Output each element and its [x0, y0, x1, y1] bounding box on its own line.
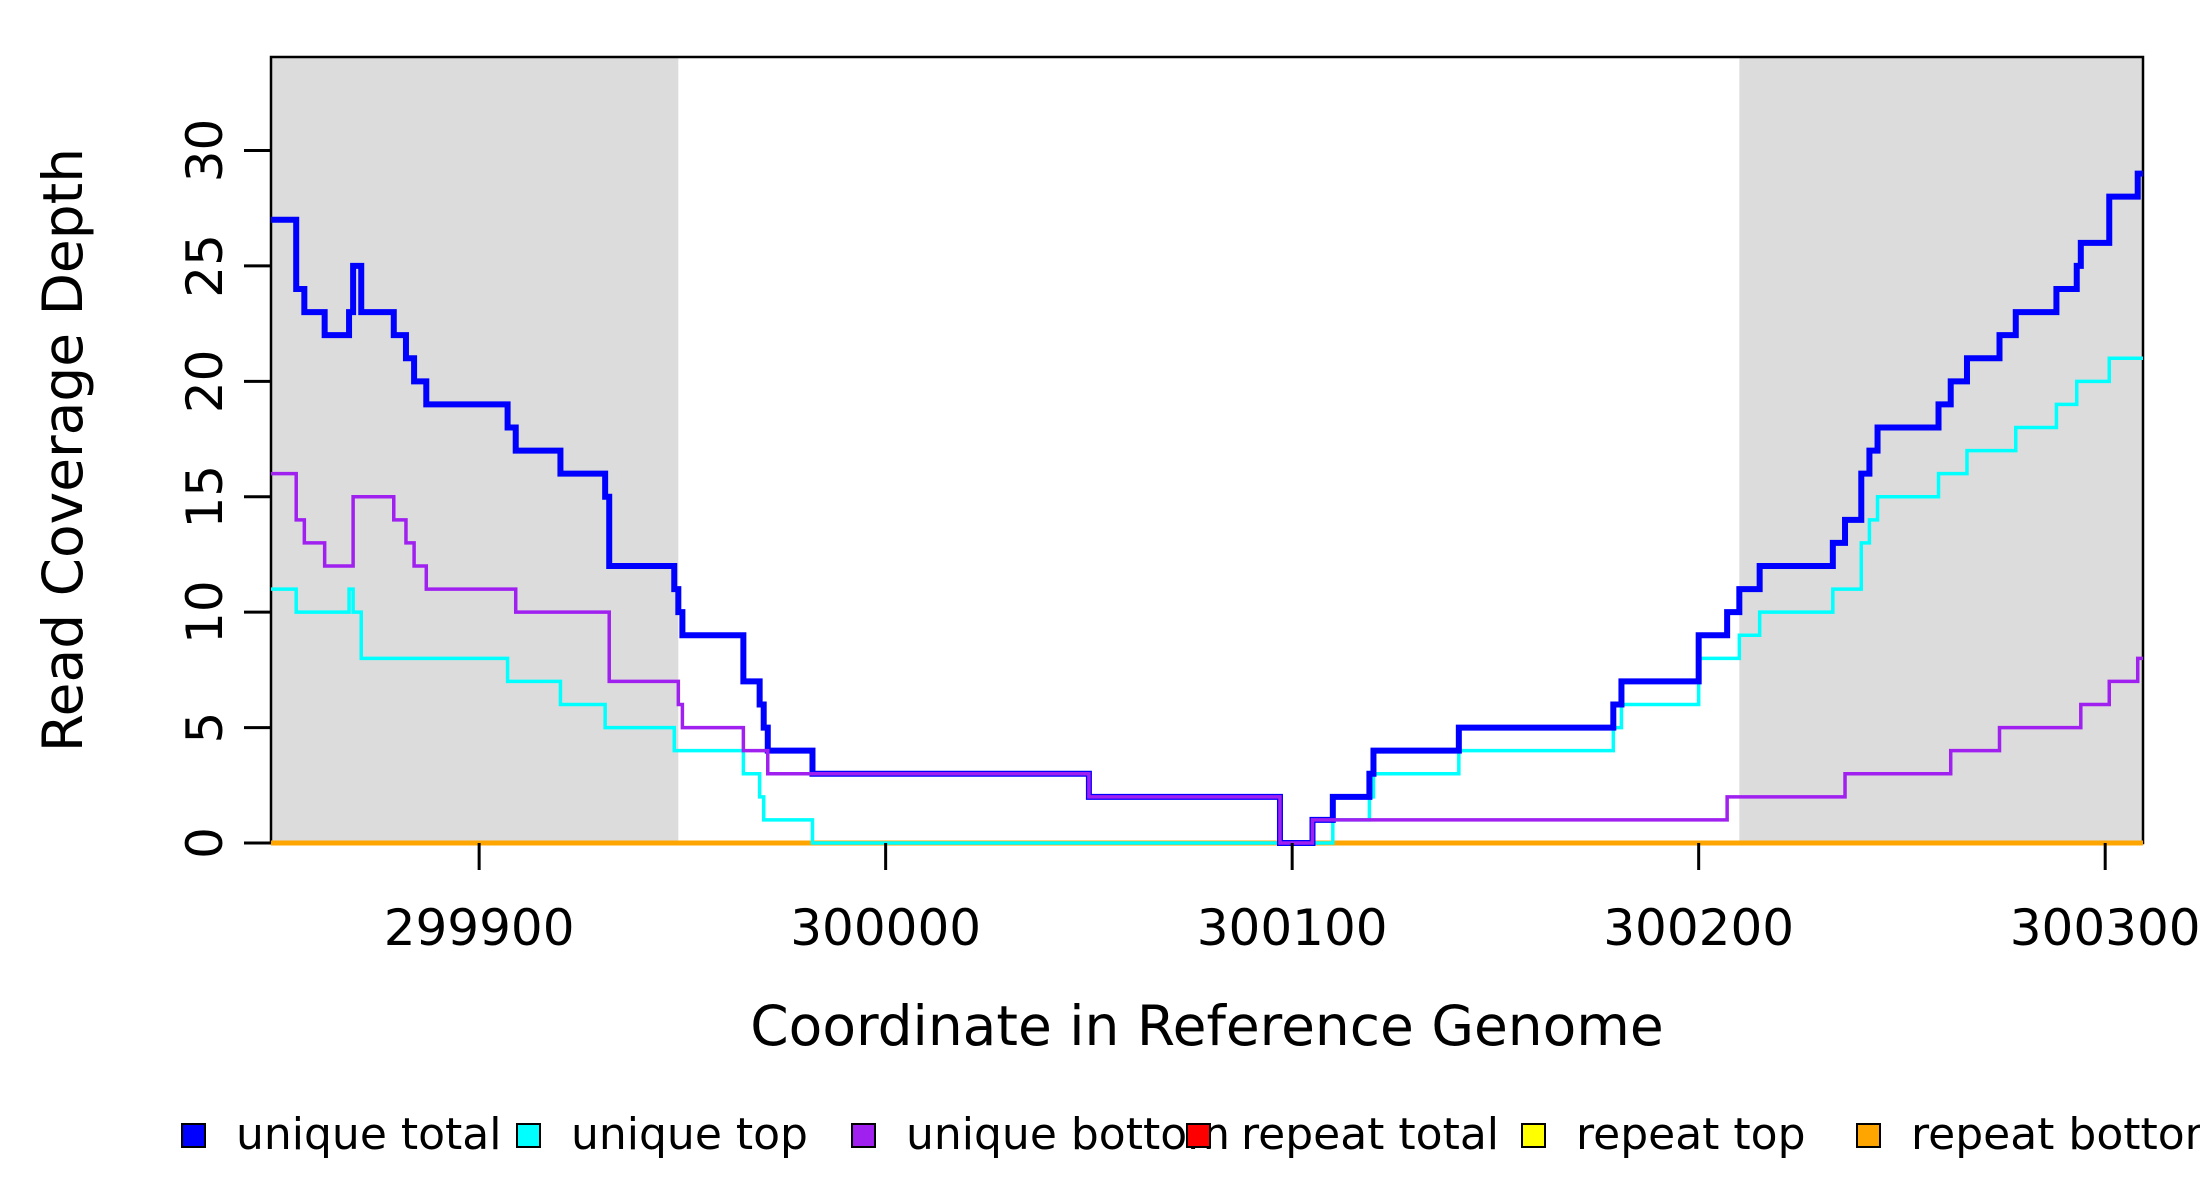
legend-label: repeat bottom: [1911, 1109, 2200, 1160]
x-tick-label: 300000: [790, 899, 981, 957]
legend-item-unique-total: unique total: [181, 1113, 501, 1157]
legend-label: unique top: [571, 1109, 808, 1160]
chart-legend: unique total unique top unique bottom repea…: [0, 1113, 2200, 1178]
shaded-region: [271, 57, 679, 843]
y-tick-label: 20: [176, 350, 234, 414]
x-axis-title: Coordinate in Reference Genome: [750, 994, 1663, 1058]
y-tick-label: 30: [176, 119, 234, 183]
legend-item-unique-bottom: unique bottom: [851, 1113, 1230, 1157]
legend-swatch-repeat-total: [1186, 1122, 1211, 1148]
series-lines: [271, 170, 2143, 846]
y-tick-label: 15: [176, 465, 234, 529]
y-tick-label: 25: [176, 234, 234, 298]
legend-swatch-repeat-top: [1521, 1122, 1546, 1148]
x-tick-label: 300100: [1197, 899, 1388, 957]
legend-item-unique-top: unique top: [516, 1113, 808, 1157]
y-axis-title: Read Coverage Depth: [31, 148, 95, 752]
axis-ticks: [244, 148, 2107, 870]
legend-swatch-unique-total: [181, 1122, 206, 1148]
legend-label: unique bottom: [906, 1109, 1231, 1160]
legend-swatch-unique-bottom: [851, 1122, 876, 1148]
legend-label: repeat total: [1241, 1109, 1500, 1160]
axis-tick-labels: 299900 300000 300100 300200 300300 0 5 10 15 20 25…: [176, 119, 2200, 957]
x-tick-label: 299900: [384, 899, 575, 957]
x-tick-label: 300200: [1603, 899, 1794, 957]
series-unique-bottom: [271, 471, 2143, 845]
x-tick-label: 300300: [2010, 899, 2200, 957]
legend-label: unique total: [236, 1109, 502, 1160]
y-tick-label: 5: [176, 712, 234, 744]
y-tick-label: 10: [176, 580, 234, 644]
series-unique-top: [271, 356, 2143, 845]
legend-swatch-unique-top: [516, 1122, 541, 1148]
shaded-regions: [271, 57, 2143, 843]
legend-item-repeat-top: repeat top: [1521, 1113, 1806, 1157]
y-tick-label: 0: [176, 827, 234, 859]
legend-item-repeat-bottom: repeat bottom: [1856, 1113, 2200, 1157]
shaded-region: [1739, 57, 2143, 843]
legend-swatch-repeat-bottom: [1856, 1122, 1881, 1148]
legend-item-repeat-total: repeat total: [1186, 1113, 1499, 1157]
legend-label: repeat top: [1576, 1109, 1806, 1160]
